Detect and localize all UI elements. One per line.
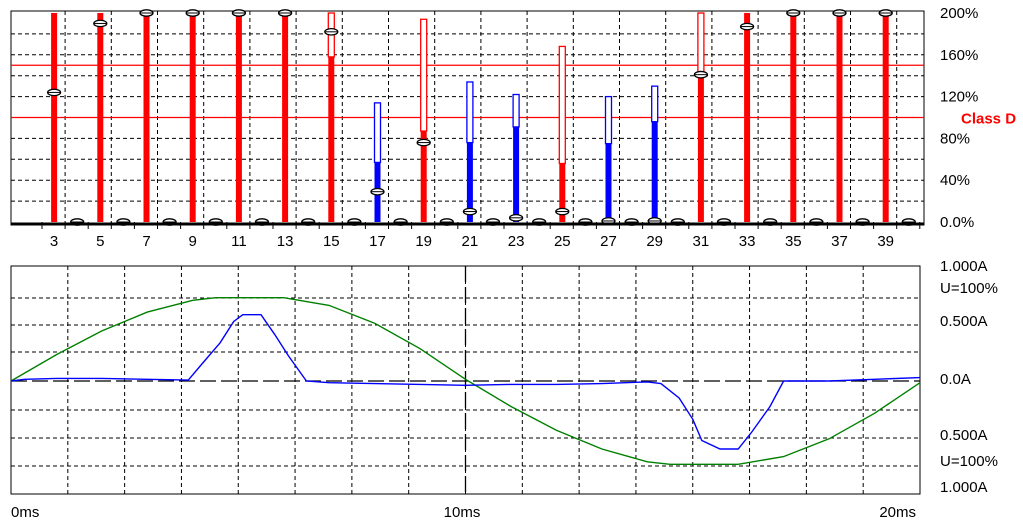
waveform-y-tick-label: 0.0A (940, 371, 971, 388)
harmonic-max-outline (373, 102, 382, 164)
waveform-y-tick-label: 0.500A (940, 313, 988, 330)
harmonic-bar (513, 126, 520, 222)
harmonic-bar (605, 143, 612, 222)
y-tick-label: 160% (940, 47, 978, 64)
harmonic-bar (882, 13, 889, 222)
voltage-series-line (10, 297, 921, 465)
harmonic-bar (744, 13, 751, 222)
waveform-y-tick-label: 0.500A (940, 427, 988, 444)
x-tick-label: 3 (50, 233, 58, 250)
x-tick-label: 29 (646, 233, 663, 250)
x-tick-label: 5 (96, 233, 104, 250)
time-tick-label: 20ms (879, 504, 916, 521)
harmonic-bar (466, 142, 473, 222)
harmonic-bar (143, 13, 150, 222)
x-tick-label: 19 (415, 233, 432, 250)
waveform-y-tick-label: 1.000A (940, 479, 988, 496)
harmonic-bar (836, 13, 843, 222)
harmonic-bar (559, 163, 566, 222)
harmonics-bar-chart: 3 5 7 9 11 13 15 17 19 21 23 25 27 29 31 33 35 37 39200%16… (10, 5, 1016, 250)
x-tick-label: 7 (142, 233, 150, 250)
harmonic-max-outline (651, 85, 659, 123)
harmonic-max-outline (420, 18, 428, 132)
x-tick-label: 35 (785, 233, 802, 250)
x-tick-label: 15 (323, 233, 340, 250)
harmonic-max-outline (558, 45, 566, 165)
limit-label-class-d: Class D (961, 111, 1016, 128)
waveform-y-tick-label: 1.000A (940, 258, 988, 275)
x-tick-label: 13 (277, 233, 294, 250)
x-tick-label: 33 (739, 233, 756, 250)
waveform-chart: 1.000A U=100% 0.500A 0.0A 0.500A U=100% 1.000A… (10, 258, 998, 521)
harmonic-max-outline (697, 12, 705, 77)
harmonic-bar (651, 121, 658, 222)
y-tick-label: 80% (940, 130, 970, 147)
x-tick-label: 31 (693, 233, 710, 250)
y-tick-label: 200% (940, 5, 978, 22)
x-tick-label: 21 (462, 233, 479, 250)
harmonic-bar (790, 13, 797, 222)
harmonic-max-outline (466, 81, 474, 144)
harmonic-bar (282, 13, 289, 222)
y-tick-label: 120% (940, 89, 978, 106)
y-tick-label: 40% (940, 172, 970, 189)
harmonic-bar (97, 13, 104, 222)
x-tick-label: 9 (189, 233, 197, 250)
harmonic-bar (328, 56, 335, 222)
y-tick-label: 0.0% (940, 214, 974, 231)
harmonic-bar (235, 13, 242, 222)
harmonic-bar (189, 13, 196, 222)
waveform-y-tick-label: U=100% (940, 453, 998, 470)
x-tick-label: 27 (600, 233, 617, 250)
x-tick-label: 23 (508, 233, 525, 250)
harmonic-bar (697, 75, 704, 222)
harmonic-max-outline (512, 93, 520, 128)
harmonic-bar (51, 13, 58, 222)
waveform-y-tick-label: U=100% (940, 280, 998, 297)
time-tick-label: 0ms (11, 504, 39, 521)
x-tick-label: 17 (369, 233, 386, 250)
x-tick-label: 25 (554, 233, 571, 250)
x-tick-label: 11 (231, 233, 247, 250)
harmonic-max-outline (604, 95, 613, 145)
time-tick-label: 10ms (444, 504, 481, 521)
current-series-line (10, 314, 921, 450)
harmonic-bar (420, 131, 427, 222)
x-tick-label: 39 (877, 233, 894, 250)
x-tick-label: 37 (831, 233, 848, 250)
